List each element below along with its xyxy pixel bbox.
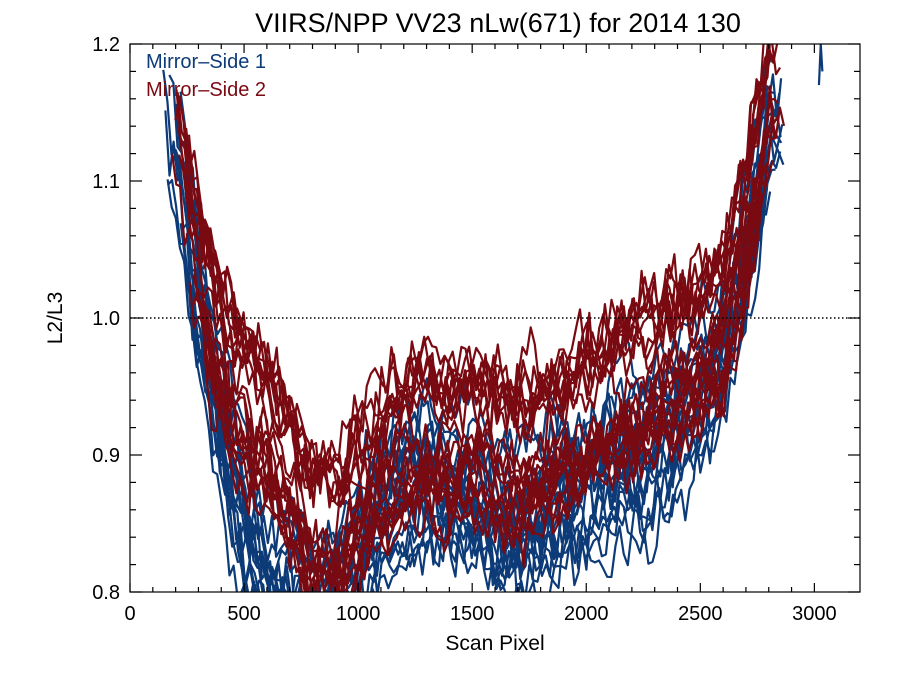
series-line-mirror-side-2 xyxy=(203,193,764,592)
y-tick-label: 1.1 xyxy=(92,171,120,193)
y-axis-label: L2/L3 xyxy=(44,292,67,345)
legend-item-mirror-side-2: Mirror–Side 2 xyxy=(146,79,266,101)
series-line-mirror-side-2 xyxy=(175,44,782,499)
x-tick-label: 0 xyxy=(124,603,135,625)
y-tick-label: 0.8 xyxy=(92,582,120,604)
series-line-mirror-side-2 xyxy=(205,50,771,488)
ticks-layer: 0 500 1000 1500 2000 2500 3000 0.8 0.9 1.0 1.1 1.2 xyxy=(92,34,860,625)
y-tick-label: 0.9 xyxy=(92,445,120,467)
series-line-mirror-side-2 xyxy=(202,198,764,592)
legend: Mirror–Side 1 Mirror–Side 2 xyxy=(146,51,266,101)
x-axis-label: Scan Pixel xyxy=(445,632,544,655)
x-tick-label: 2500 xyxy=(678,603,723,625)
x-tick-label: 500 xyxy=(227,603,260,625)
series-line-mirror-side-1 xyxy=(183,185,765,592)
x-tick-label: 1000 xyxy=(336,603,381,625)
x-tick-label: 1500 xyxy=(450,603,495,625)
x-tick-label: 3000 xyxy=(792,603,837,625)
y-tick-label: 1.2 xyxy=(92,34,120,56)
series-line-mirror-side-2 xyxy=(171,106,786,592)
chart-title: VIIRS/NPP VV23 nLw(671) for 2014 130 xyxy=(255,8,741,38)
series-line-mirror-side-2 xyxy=(187,62,769,495)
series-line-mirror-side-1 xyxy=(817,44,824,86)
x-tick-label: 2000 xyxy=(564,603,609,625)
series-line-mirror-side-2 xyxy=(202,85,779,580)
series-layer xyxy=(162,44,824,592)
y-tick-label: 1.0 xyxy=(92,308,120,330)
legend-item-mirror-side-1: Mirror–Side 1 xyxy=(146,51,266,73)
series-line-mirror-side-2 xyxy=(194,97,780,592)
